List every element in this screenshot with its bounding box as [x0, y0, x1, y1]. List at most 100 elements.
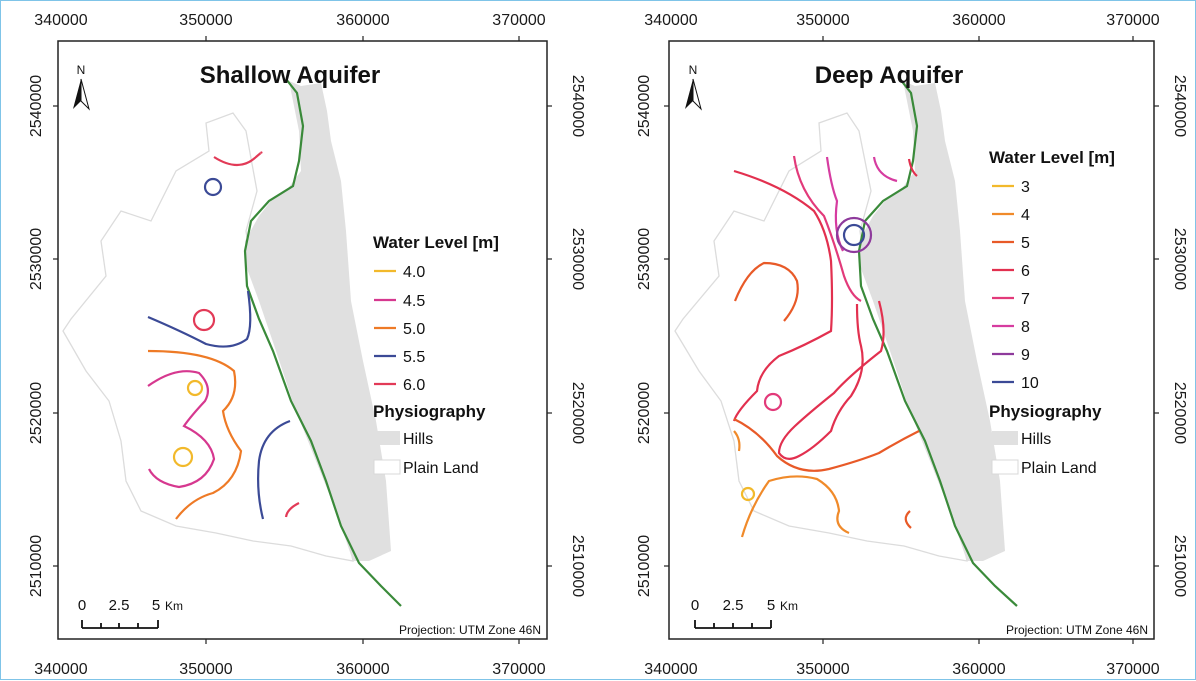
deep-aquifer-map: 340000 350000 360000 370000 340000 35000…: [636, 12, 1188, 678]
contour-4: [733, 430, 741, 452]
y-tick-right: 2540000: [1171, 75, 1188, 137]
legend-heading: Water Level [m]: [373, 233, 499, 252]
contour-4.0: [186, 379, 204, 397]
contour-lines: [147, 151, 300, 520]
contour-4.0: [172, 446, 194, 468]
y-tick-left: 2510000: [636, 535, 653, 597]
legend-heading: Water Level [m]: [989, 148, 1115, 167]
legend-label: 6.0: [403, 377, 425, 394]
contour-6.0: [284, 502, 300, 518]
contour-4.5: [147, 370, 216, 489]
legend: Water Level [m] 4.0 4.5 5.0 5.5 6.0 Phys…: [373, 233, 499, 477]
scale-label: 2.5: [109, 597, 130, 614]
y-tick-right: 2520000: [569, 382, 586, 444]
projection-note: Projection: UTM Zone 46N: [1006, 623, 1148, 637]
contour-5.5: [257, 419, 291, 520]
scale-label: 0: [691, 597, 699, 614]
x-tick-top: 360000: [336, 12, 389, 29]
legend-label: Plain Land: [403, 460, 479, 477]
contour-6: [777, 300, 885, 460]
scale-label: 2.5: [723, 597, 744, 614]
scale-unit: Km: [780, 599, 798, 613]
legend-label: 4.0: [403, 264, 425, 281]
scale-bar: 0 2.5 5 Km: [691, 597, 798, 629]
hills-swatch: [992, 431, 1018, 445]
contour-6.0: [192, 308, 216, 332]
contour-lines: [732, 155, 920, 538]
shallow-aquifer-panel: 340000 350000 360000 370000 340000 35000…: [1, 1, 599, 681]
scale-unit: Km: [165, 599, 183, 613]
contour-5.5: [203, 177, 223, 197]
x-tick-bottom: 360000: [952, 661, 1005, 678]
x-tick-top: 340000: [644, 12, 697, 29]
frame-ticks: [53, 36, 552, 644]
x-tick-bottom: 350000: [179, 661, 232, 678]
x-tick-bottom: 340000: [644, 661, 697, 678]
y-tick-left: 2530000: [28, 228, 45, 290]
y-tick-left: 2520000: [28, 382, 45, 444]
x-tick-bottom: 350000: [796, 661, 849, 678]
north-arrow-icon: N: [685, 63, 702, 111]
boundary-line: [857, 78, 1018, 607]
y-tick-left: 2540000: [28, 75, 45, 137]
x-tick-top: 370000: [492, 12, 545, 29]
contour-7: [763, 392, 783, 412]
deep-aquifer-panel: 340000 350000 360000 370000 340000 35000…: [599, 1, 1196, 681]
x-tick-bottom: 370000: [1106, 661, 1159, 678]
y-tick-left: 2540000: [636, 75, 653, 137]
physiography-heading: Physiography: [989, 402, 1102, 421]
legend-label: 5.0: [403, 321, 425, 338]
scale-label: 0: [78, 597, 86, 614]
legend-label: Hills: [403, 431, 433, 448]
plain-land-swatch: [373, 459, 401, 475]
legend-label: 8: [1021, 319, 1030, 336]
x-tick-top: 370000: [1106, 12, 1159, 29]
contour-5.5: [147, 290, 252, 348]
x-tick-bottom: 360000: [336, 661, 389, 678]
frame-ticks: [664, 36, 1159, 644]
contour-9: [835, 216, 873, 254]
shallow-aquifer-map: 340000 350000 360000 370000 340000 35000…: [28, 12, 586, 678]
plain-land-swatch: [991, 459, 1019, 475]
contour-5.0: [147, 349, 243, 520]
y-tick-right: 2520000: [1171, 382, 1188, 444]
x-tick-top: 350000: [796, 12, 849, 29]
contour-8: [872, 156, 898, 183]
scale-label: 5: [152, 597, 160, 614]
contour-6.0: [213, 151, 263, 167]
contour-5: [733, 261, 799, 322]
x-tick-bottom: 340000: [34, 661, 87, 678]
contour-7: [792, 155, 862, 302]
contour-5: [733, 418, 920, 472]
scale-bar: 0 2.5 5 Km: [78, 597, 183, 629]
y-tick-left: 2530000: [636, 228, 653, 290]
legend-label: 4: [1021, 207, 1030, 224]
map-title: Deep Aquifer: [815, 62, 963, 89]
y-tick-left: 2520000: [636, 382, 653, 444]
legend-label: 6: [1021, 263, 1030, 280]
hills-area: [859, 81, 1005, 561]
x-tick-top: 340000: [34, 12, 87, 29]
legend: Water Level [m] 3 4 5 6 7 8 9 10 Physiog…: [989, 148, 1115, 477]
y-tick-left: 2510000: [28, 535, 45, 597]
legend-label: 3: [1021, 179, 1030, 196]
projection-note: Projection: UTM Zone 46N: [399, 623, 541, 637]
legend-label: 10: [1021, 375, 1039, 392]
hills-swatch: [374, 431, 400, 445]
contour-6: [907, 158, 918, 177]
legend-label: 9: [1021, 347, 1030, 364]
x-tick-top: 350000: [179, 12, 232, 29]
hills-area: [245, 81, 391, 561]
contour-6: [732, 169, 834, 422]
y-tick-right: 2540000: [569, 75, 586, 137]
y-tick-right: 2530000: [569, 228, 586, 290]
y-tick-right: 2530000: [1171, 228, 1188, 290]
physiography-heading: Physiography: [373, 402, 486, 421]
boundary-line: [243, 78, 402, 607]
north-arrow-icon: N: [73, 63, 90, 111]
map-title: Shallow Aquifer: [200, 62, 380, 89]
legend-label: 5.5: [403, 349, 425, 366]
contour-3: [740, 486, 756, 502]
legend-label: 5: [1021, 235, 1030, 252]
